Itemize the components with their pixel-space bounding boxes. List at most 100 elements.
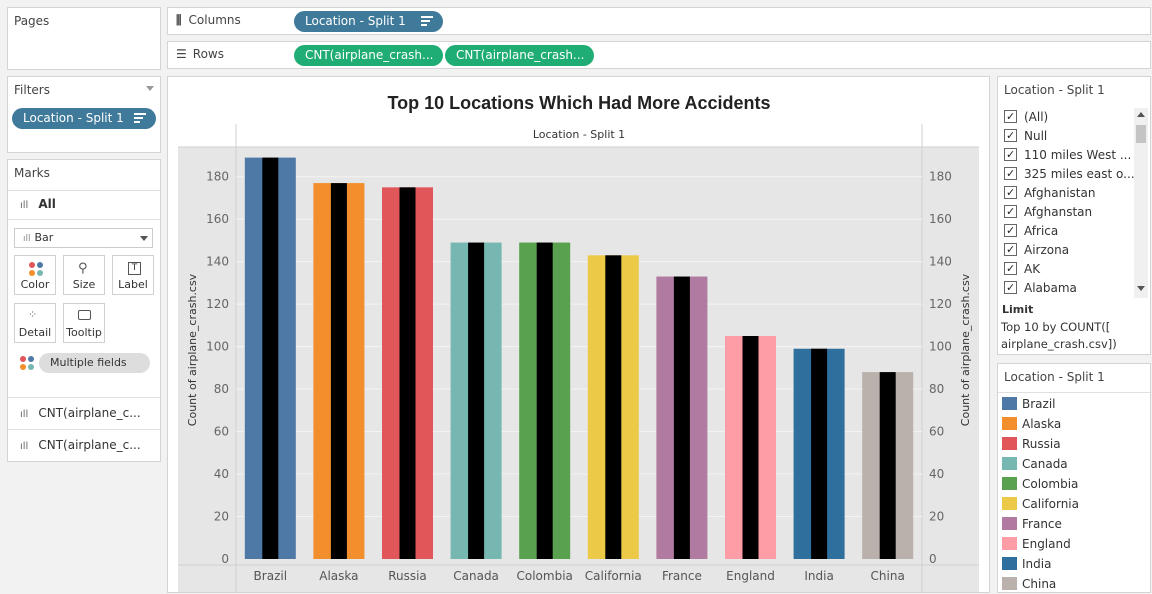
filter-item-label: Null [1024,129,1048,143]
filter-item[interactable]: 325 miles east o... [1004,165,1134,183]
filter-pill[interactable]: Location - Split 1 [12,108,156,129]
filter-item[interactable]: Africa [1004,222,1058,240]
size-icon: ⚲ [78,261,88,276]
pages-title: Pages [14,14,50,28]
legend-item[interactable]: India [1002,554,1051,574]
overlay-bar[interactable] [330,183,347,559]
legend-swatch [1002,457,1017,470]
filter-item[interactable]: (All) [1004,108,1048,126]
legend-label: England [1022,537,1071,551]
scroll-thumb[interactable] [1136,125,1146,143]
filter-item[interactable]: Airzona [1004,241,1069,259]
legend-item[interactable]: California [1002,494,1079,514]
y-tick-label-right: 20 [929,510,944,524]
scroll-up-icon[interactable] [1137,112,1145,117]
sort-icon[interactable] [421,16,433,27]
y-axis-label-left: Count of airplane_crash.csv [186,273,199,426]
measure-row-1[interactable]: ıll CNT(airplane_c... [20,406,141,420]
filter-item-label: 110 miles West ... [1024,148,1132,162]
filter-list[interactable]: (All) Null 110 miles West ... 325 miles eas… [998,108,1134,298]
checkbox-icon[interactable] [1004,203,1017,221]
legend-label: Canada [1022,457,1068,471]
detail-button[interactable]: ⁘ Detail [14,303,56,343]
sort-icon[interactable] [134,113,146,124]
legend-item[interactable]: France [1002,514,1062,534]
measure-row-2[interactable]: ıll CNT(airplane_c... [20,438,141,452]
filter-item[interactable]: Afghanistan [1004,184,1095,202]
color-button[interactable]: Color [14,255,56,295]
y-tick-label-left: 140 [206,255,229,269]
columns-shelf[interactable]: ⫼ Columns Location - Split 1 [167,7,1151,35]
filter-item[interactable]: 110 miles West ... [1004,146,1131,164]
legend-title: Location - Split 1 [1004,370,1105,384]
overlay-bar[interactable] [742,336,759,559]
checkbox-icon[interactable] [1004,222,1017,240]
y-tick-label-left: 0 [221,552,229,566]
pages-shelf[interactable]: Pages [7,7,161,70]
overlay-bar[interactable] [468,242,485,559]
rows-label: ☰ Rows [176,47,224,61]
legend-item[interactable]: Canada [1002,454,1068,474]
columns-icon: ⫼ [176,13,183,27]
legend-label: California [1022,497,1079,511]
legend-item[interactable]: China [1002,574,1056,594]
filter-item[interactable]: AK [1004,260,1040,278]
filter-item[interactable]: Afghanstan [1004,203,1092,221]
label-button[interactable]: T Label [112,255,154,295]
y-axis-label-right: Count of airplane_crash.csv [959,273,972,426]
overlay-bar[interactable] [673,276,690,559]
checkbox-icon[interactable] [1004,279,1017,297]
scroll-down-icon[interactable] [1137,286,1145,291]
overlay-bar[interactable] [399,187,416,559]
filter-item-label: Airzona [1024,243,1070,257]
y-tick-label-left: 80 [214,382,229,396]
checkbox-icon[interactable] [1004,165,1017,183]
checkbox-icon[interactable] [1004,146,1017,164]
y-tick-label-left: 120 [206,297,229,311]
checkbox-icon[interactable] [1004,108,1017,126]
overlay-bar[interactable] [879,372,896,559]
bar-chart-icon: ıll [20,441,29,452]
overlay-bar[interactable] [262,157,279,559]
y-tick-label-right: 120 [929,297,952,311]
filter-scrollbar[interactable] [1134,108,1148,298]
legend-item[interactable]: Alaska [1002,414,1061,434]
legend-item[interactable]: Colombia [1002,474,1078,494]
legend-label: Brazil [1022,397,1056,411]
legend-swatch [1002,537,1017,550]
checkbox-icon[interactable] [1004,127,1017,145]
multiple-fields-pill[interactable]: Multiple fields [39,353,150,373]
legend-item[interactable]: Brazil [1002,394,1056,414]
tooltip-button[interactable]: Tooltip [63,303,105,343]
marks-all-row[interactable]: ıll All [20,197,56,211]
filter-item-label: AK [1024,262,1041,276]
checkbox-icon[interactable] [1004,260,1017,278]
overlay-bar[interactable] [605,255,622,560]
filter-item[interactable]: Alabama [1004,279,1077,297]
marks-card[interactable]: Marks ıll All ıll Bar Color ⚲ Size T Label… [7,159,161,462]
rows-pill-2[interactable]: CNT(airplane_crash... [445,45,594,66]
rows-pill-1[interactable]: CNT(airplane_crash... [294,45,443,66]
color-legend[interactable]: Location - Split 1 Brazil Alaska Russia Can… [997,363,1151,593]
legend-item[interactable]: Russia [1002,434,1061,454]
filters-dropdown-icon[interactable] [146,86,154,91]
overlay-bar[interactable] [536,242,553,559]
mark-type-select[interactable]: ıll Bar [14,228,153,248]
columns-pill[interactable]: Location - Split 1 [294,11,443,32]
color-icon [29,262,43,276]
size-button[interactable]: ⚲ Size [63,255,105,295]
detail-icon: ⁘ [28,308,38,321]
chart-view[interactable]: Top 10 Locations Which Had More Accident… [167,76,990,593]
overlay-bar[interactable] [811,348,828,559]
filters-shelf[interactable]: Filters Location - Split 1 [7,76,161,153]
checkbox-icon[interactable] [1004,184,1017,202]
legend-item[interactable]: England [1002,534,1071,554]
legend-list[interactable]: Brazil Alaska Russia Canada Colombia Californ… [998,394,1148,594]
filter-item-label: Africa [1024,224,1059,238]
bar-chart[interactable]: Top 10 Locations Which Had More Accident… [168,77,989,592]
rows-shelf[interactable]: ☰ Rows CNT(airplane_crash... CNT(airplane… [167,41,1151,69]
filter-card[interactable]: Location - Split 1 (All) Null 110 miles We… [997,76,1151,355]
legend-label: France [1022,517,1062,531]
checkbox-icon[interactable] [1004,241,1017,259]
filter-item[interactable]: Null [1004,127,1047,145]
